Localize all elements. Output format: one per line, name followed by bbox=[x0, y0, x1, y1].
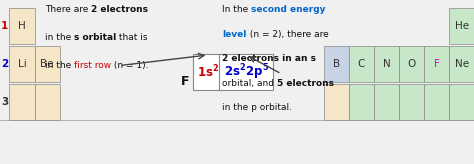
Text: $\mathbf{1s^2}$: $\mathbf{1s^2}$ bbox=[197, 64, 219, 81]
FancyBboxPatch shape bbox=[349, 84, 374, 120]
FancyBboxPatch shape bbox=[193, 54, 224, 90]
Text: H: H bbox=[18, 21, 26, 31]
Text: 1: 1 bbox=[1, 21, 9, 31]
FancyBboxPatch shape bbox=[349, 46, 374, 82]
Text: 5 electrons: 5 electrons bbox=[277, 79, 334, 88]
FancyBboxPatch shape bbox=[35, 46, 60, 82]
Text: In the: In the bbox=[222, 5, 251, 14]
Text: B: B bbox=[333, 59, 340, 69]
Text: 3: 3 bbox=[1, 97, 9, 107]
Text: in the p orbital.: in the p orbital. bbox=[222, 103, 292, 112]
Text: Be: Be bbox=[40, 59, 54, 69]
Text: second energy: second energy bbox=[251, 5, 326, 14]
Text: level: level bbox=[222, 30, 246, 39]
Text: O: O bbox=[408, 59, 416, 69]
FancyBboxPatch shape bbox=[324, 46, 349, 82]
FancyBboxPatch shape bbox=[9, 8, 35, 44]
Text: in the: in the bbox=[45, 33, 74, 42]
FancyBboxPatch shape bbox=[424, 46, 449, 82]
FancyBboxPatch shape bbox=[449, 84, 474, 120]
Text: orbital, and: orbital, and bbox=[222, 79, 277, 88]
Text: F: F bbox=[434, 59, 440, 69]
Text: that is: that is bbox=[116, 33, 147, 42]
Text: N: N bbox=[383, 59, 391, 69]
Text: He: He bbox=[455, 21, 469, 31]
Text: (n = 2), there are: (n = 2), there are bbox=[246, 30, 328, 39]
Text: (n = 1).: (n = 1). bbox=[111, 61, 148, 70]
Text: C: C bbox=[358, 59, 365, 69]
Text: 2 electrons in an s: 2 electrons in an s bbox=[222, 54, 316, 63]
FancyBboxPatch shape bbox=[399, 46, 424, 82]
FancyBboxPatch shape bbox=[324, 84, 349, 120]
Text: There are: There are bbox=[45, 5, 91, 14]
FancyBboxPatch shape bbox=[374, 84, 399, 120]
Text: Li: Li bbox=[18, 59, 27, 69]
Text: $\mathbf{2s^22p^5}$: $\mathbf{2s^22p^5}$ bbox=[224, 62, 269, 82]
Text: s orbital: s orbital bbox=[74, 33, 116, 42]
Text: F: F bbox=[181, 75, 190, 88]
Text: 2: 2 bbox=[1, 59, 9, 69]
FancyBboxPatch shape bbox=[424, 84, 449, 120]
FancyBboxPatch shape bbox=[374, 46, 399, 82]
Text: first row: first row bbox=[74, 61, 111, 70]
Text: in the: in the bbox=[45, 61, 74, 70]
FancyBboxPatch shape bbox=[449, 8, 474, 44]
FancyBboxPatch shape bbox=[9, 46, 35, 82]
FancyBboxPatch shape bbox=[399, 84, 424, 120]
FancyBboxPatch shape bbox=[219, 54, 273, 90]
Text: Ne: Ne bbox=[455, 59, 469, 69]
FancyBboxPatch shape bbox=[35, 84, 60, 120]
FancyBboxPatch shape bbox=[449, 46, 474, 82]
Text: 2 electrons: 2 electrons bbox=[91, 5, 148, 14]
FancyBboxPatch shape bbox=[9, 84, 35, 120]
